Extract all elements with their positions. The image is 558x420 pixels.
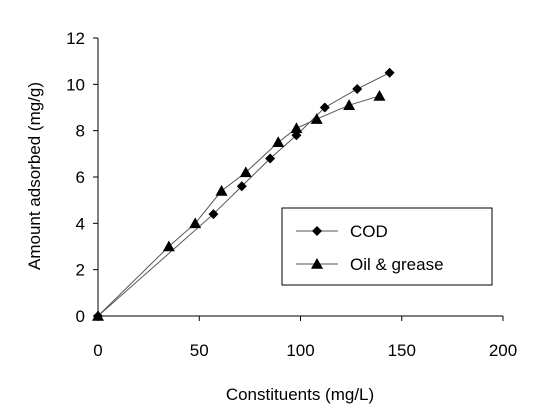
- legend-label-oil-grease: Oil & grease: [350, 255, 444, 274]
- data-point-oil-grease: [290, 122, 303, 134]
- data-point-cod: [319, 102, 330, 113]
- legend-box: [281, 207, 493, 286]
- legend-diamond-marker-icon: [312, 226, 322, 236]
- data-point-oil-grease: [343, 99, 356, 110]
- x-tick-label: 200: [489, 341, 517, 360]
- y-axis: 0 2 4 6 8 10 12: [66, 29, 99, 326]
- data-point-cod: [208, 209, 219, 220]
- legend: COD Oil & grease: [281, 207, 493, 286]
- data-point-oil-grease: [189, 217, 202, 229]
- legend-triangle-marker-icon: [311, 258, 323, 269]
- data-point-cod: [352, 83, 363, 94]
- data-point-oil-grease: [272, 136, 285, 148]
- y-tick-label: 4: [76, 214, 85, 233]
- legend-label-cod: COD: [350, 222, 388, 241]
- data-point-oil-grease: [162, 240, 175, 252]
- series-layer: [92, 67, 395, 321]
- x-tick-label: 50: [190, 341, 209, 360]
- y-tick-label: 10: [66, 75, 85, 94]
- data-point-oil-grease: [310, 113, 323, 124]
- data-point-cod: [236, 181, 247, 192]
- y-tick-label: 8: [76, 122, 85, 141]
- x-tick-label: 150: [388, 341, 416, 360]
- y-tick-label: 12: [66, 29, 85, 48]
- y-tick-label: 6: [76, 168, 85, 187]
- x-tick-label: 0: [93, 341, 102, 360]
- x-axis-title: Constituents (mg/L): [226, 385, 374, 404]
- y-tick-label: 0: [76, 307, 85, 326]
- data-point-cod: [384, 67, 395, 78]
- data-point-oil-grease: [373, 89, 386, 101]
- x-axis: 0 50 100 150 200: [93, 315, 517, 360]
- y-tick-label: 2: [76, 261, 85, 280]
- data-point-cod: [265, 153, 276, 164]
- series-line-oil-grease: [97, 95, 380, 317]
- data-point-oil-grease: [215, 184, 228, 196]
- x-tick-label: 100: [286, 341, 314, 360]
- data-point-oil-grease: [92, 310, 104, 321]
- y-axis-title: Amount adsorbed (mg/g): [25, 82, 44, 270]
- data-point-oil-grease: [239, 166, 252, 178]
